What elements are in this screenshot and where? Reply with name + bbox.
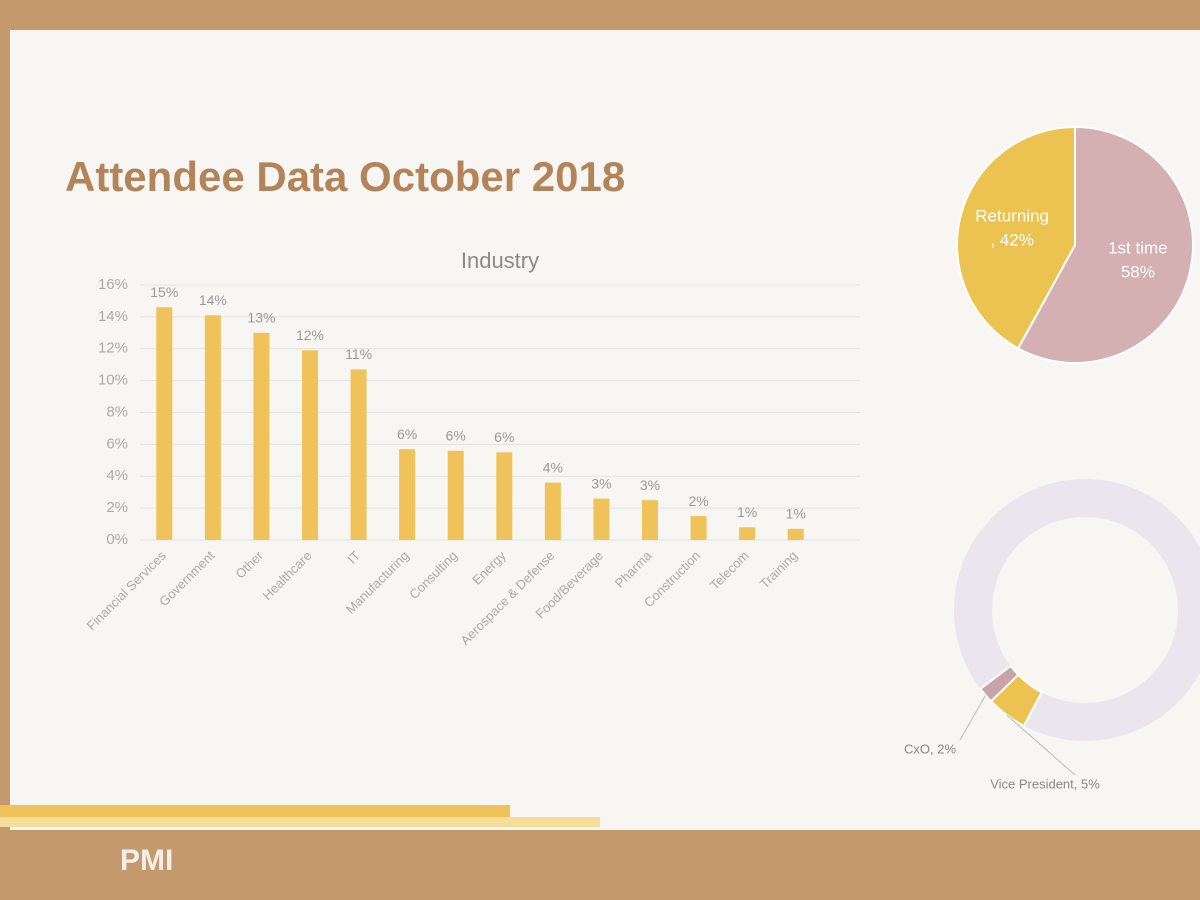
value-label: 1%	[786, 506, 806, 522]
slice-value: , 42%	[990, 230, 1033, 249]
value-label: 3%	[640, 477, 660, 493]
accent-bar	[0, 805, 510, 817]
y-tick-label: 8%	[106, 403, 128, 420]
value-label: 6%	[494, 429, 514, 445]
donut-segment	[989, 673, 1043, 728]
donut-ring	[954, 479, 1200, 741]
segment-label: CxO, 2%	[904, 741, 956, 756]
bar	[593, 498, 610, 540]
value-label: 6%	[446, 427, 466, 443]
y-tick-label: 6%	[106, 435, 128, 452]
slide-title: Attendee Data October 2018	[65, 153, 625, 200]
pie-slice	[956, 125, 1076, 350]
y-tick-label: 16%	[98, 276, 128, 293]
slice-label: Returning	[975, 206, 1049, 225]
value-label: 6%	[397, 426, 417, 442]
bar	[302, 350, 318, 540]
y-tick-label: 14%	[98, 308, 128, 325]
logo: PMI	[120, 844, 173, 877]
value-label: 4%	[543, 459, 563, 475]
pie-slice	[1016, 125, 1194, 364]
bar	[350, 369, 367, 540]
bar	[544, 482, 561, 540]
y-tick-label: 12%	[98, 340, 128, 357]
y-tick-label: 0%	[106, 531, 128, 548]
value-label: 12%	[296, 327, 324, 343]
y-tick-label: 2%	[106, 499, 128, 516]
value-label: 2%	[688, 493, 708, 509]
slice-label: 1st time	[1108, 239, 1168, 258]
segment-label: Vice President, 5%	[990, 776, 1100, 791]
y-tick-label: 10%	[98, 372, 128, 389]
bar	[447, 450, 464, 540]
leader-line	[1006, 714, 1076, 776]
bar	[787, 528, 804, 540]
bar	[253, 332, 270, 540]
bar	[156, 307, 173, 540]
bar	[496, 452, 513, 540]
value-label: 13%	[247, 310, 275, 326]
accent-bar	[0, 817, 600, 827]
bar	[399, 449, 416, 540]
value-label: 14%	[199, 292, 227, 308]
leader-line	[959, 695, 986, 741]
value-label: 3%	[591, 475, 611, 491]
value-label: 15%	[150, 284, 178, 300]
value-label: 1%	[737, 504, 757, 520]
y-tick-label: 4%	[106, 467, 128, 484]
bar	[690, 516, 707, 540]
bar	[204, 315, 221, 540]
value-label: 11%	[345, 346, 372, 362]
bar	[739, 527, 756, 540]
bar	[642, 500, 658, 540]
chart-title: Industry	[461, 248, 539, 273]
slice-value: 58%	[1121, 263, 1155, 282]
